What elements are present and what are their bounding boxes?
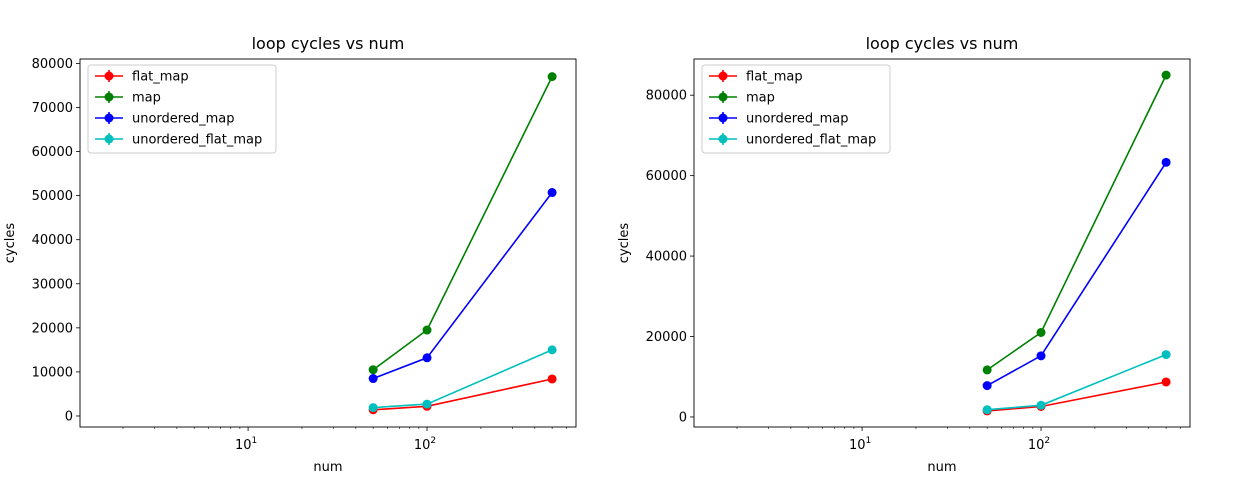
y-tick-label: 20000 — [646, 330, 687, 345]
x-tick-exponent: 2 — [430, 436, 436, 446]
series-map — [982, 70, 1171, 375]
x-tick-label: 101 — [849, 436, 871, 453]
x-tick-exponent: 2 — [1044, 436, 1050, 446]
legend-label: map — [746, 91, 775, 106]
legend-label: unordered_flat_map — [132, 133, 262, 148]
data-point-unordered_flat_map — [1161, 350, 1171, 360]
y-axis-label: cycles — [3, 223, 18, 264]
y-tick-label: 0 — [679, 410, 687, 425]
legend-marker — [718, 134, 728, 144]
x-tick-base: 10 — [1028, 438, 1045, 453]
data-point-unordered_flat_map — [1036, 400, 1046, 410]
legend-item-unordered_flat_map: unordered_flat_map — [95, 133, 262, 148]
legend-label: unordered_map — [746, 112, 849, 127]
legend-item-unordered_flat_map: unordered_flat_map — [709, 133, 876, 148]
chart-title: loop cycles vs num — [866, 34, 1019, 53]
series-line-flat_map — [987, 381, 1167, 412]
data-point-flat_map — [547, 374, 557, 384]
x-tick-base: 10 — [235, 438, 252, 453]
data-point-map — [1036, 327, 1046, 337]
data-point-unordered_flat_map — [982, 405, 992, 415]
y-tick-label: 50000 — [32, 189, 73, 204]
data-point-map — [368, 365, 378, 375]
x-tick-exponent: 1 — [865, 436, 871, 446]
series-flat_map — [982, 377, 1171, 416]
y-tick-label: 40000 — [646, 250, 687, 265]
series-flat_map — [368, 374, 557, 415]
legend-item-unordered_map: unordered_map — [95, 112, 235, 127]
legend-item-map: map — [709, 91, 775, 106]
legend-label: flat_map — [132, 70, 189, 85]
data-point-unordered_flat_map — [368, 403, 378, 413]
x-tick-label: 102 — [1028, 436, 1050, 453]
data-point-unordered_flat_map — [547, 345, 557, 355]
series-map — [368, 72, 557, 375]
y-tick-label: 80000 — [646, 89, 687, 104]
data-point-unordered_map — [422, 353, 432, 363]
legend-box — [87, 64, 277, 154]
series-line-map — [372, 76, 553, 371]
data-point-flat_map — [1161, 377, 1171, 387]
legend-label: map — [132, 91, 161, 106]
plot-frame — [79, 58, 577, 428]
y-tick-label: 40000 — [32, 233, 73, 248]
x-axis-label: num — [313, 460, 342, 475]
x-tick-base: 10 — [414, 438, 431, 453]
legend-item-unordered_map: unordered_map — [709, 112, 849, 127]
series-line-unordered_flat_map — [987, 353, 1167, 411]
data-point-unordered_map — [982, 381, 992, 391]
y-tick-label: 60000 — [646, 169, 687, 184]
y-tick-label: 20000 — [32, 321, 73, 336]
y-axis-label: cycles — [617, 223, 632, 264]
data-point-unordered_map — [368, 374, 378, 384]
y-tick-label: 10000 — [32, 365, 73, 380]
x-axis-label: num — [927, 460, 956, 475]
legend-marker — [104, 71, 114, 81]
legend-marker — [104, 113, 114, 123]
chart-title: loop cycles vs num — [252, 34, 405, 53]
data-point-unordered_map — [547, 188, 557, 198]
legend-marker — [104, 134, 114, 144]
x-tick-exponent: 1 — [251, 436, 257, 446]
y-tick-label: 60000 — [32, 145, 73, 160]
y-tick-label: 0 — [65, 409, 73, 424]
y-tick-label: 70000 — [32, 101, 73, 116]
data-point-map — [422, 325, 432, 335]
legend-marker — [718, 92, 728, 102]
x-tick-label: 102 — [414, 436, 436, 453]
legend-item-map: map — [95, 91, 161, 106]
legend-item-flat_map: flat_map — [709, 70, 803, 85]
x-tick-label: 101 — [235, 436, 257, 453]
legend-label: unordered_flat_map — [746, 133, 876, 148]
y-tick-label: 80000 — [32, 57, 73, 72]
legend-box — [701, 64, 891, 154]
data-point-unordered_map — [1036, 351, 1046, 361]
data-point-map — [547, 72, 557, 82]
series-unordered_flat_map — [982, 350, 1171, 415]
data-point-map — [1161, 70, 1171, 80]
data-point-unordered_flat_map — [422, 399, 432, 409]
series-unordered_map — [368, 188, 557, 384]
legend-label: flat_map — [746, 70, 803, 85]
legend-item-flat_map: flat_map — [95, 70, 189, 85]
legend-marker — [104, 92, 114, 102]
series-unordered_flat_map — [368, 345, 557, 413]
y-tick-label: 30000 — [32, 277, 73, 292]
data-point-unordered_map — [1161, 157, 1171, 167]
series-unordered_map — [982, 157, 1171, 391]
legend-marker — [718, 71, 728, 81]
x-tick-base: 10 — [849, 438, 866, 453]
data-point-map — [982, 365, 992, 375]
plot-frame — [693, 58, 1191, 428]
series-line-map — [986, 74, 1167, 371]
legend-marker — [718, 113, 728, 123]
legend-label: unordered_map — [132, 112, 235, 127]
